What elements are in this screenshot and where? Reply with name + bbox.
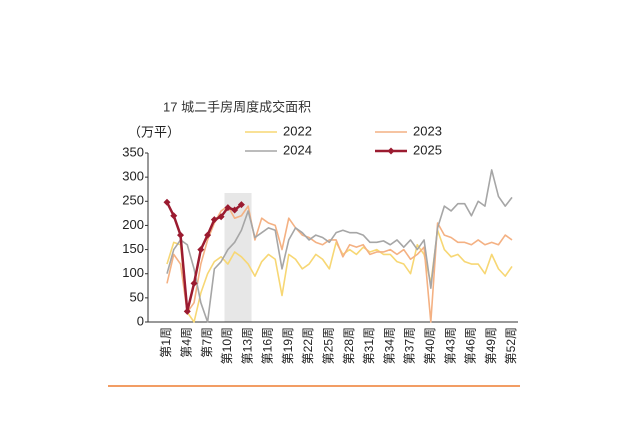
y-tick-label: 250 xyxy=(122,193,144,208)
point-marker xyxy=(177,231,185,239)
series-line xyxy=(166,205,513,323)
x-tick-label: 第22周 xyxy=(301,327,315,364)
x-tick-label: 第16周 xyxy=(261,327,275,364)
legend-label: 2022 xyxy=(283,123,312,138)
x-tick-label: 第43周 xyxy=(443,327,457,364)
y-tick-label: 200 xyxy=(122,217,144,232)
x-tick-label: 第1周 xyxy=(159,327,173,358)
legend-label: 2023 xyxy=(413,123,442,138)
point-marker xyxy=(183,307,191,315)
x-tick-label: 第10周 xyxy=(220,327,234,364)
x-tick-label: 第37周 xyxy=(403,327,417,364)
legend-marker xyxy=(387,147,395,155)
legend-label: 2024 xyxy=(283,142,312,157)
y-tick-label: 0 xyxy=(137,313,144,328)
x-tick-label: 第49周 xyxy=(484,327,498,364)
chart-title: 17 城二手房周度成交面积 xyxy=(163,99,311,114)
point-marker xyxy=(170,212,178,220)
y-tick-label: 50 xyxy=(130,289,144,304)
series-line xyxy=(166,169,513,323)
x-tick-label: 第34周 xyxy=(382,327,396,364)
x-tick-label: 第19周 xyxy=(281,327,295,364)
point-marker xyxy=(197,246,205,254)
legend-label: 2025 xyxy=(413,142,442,157)
point-marker xyxy=(237,201,245,209)
x-tick-label: 第25周 xyxy=(322,327,336,364)
y-tick-label: 150 xyxy=(122,241,144,256)
x-tick-label: 第4周 xyxy=(179,327,193,358)
x-tick-label: 第7周 xyxy=(200,327,214,358)
point-marker xyxy=(231,206,239,214)
x-tick-label: 第31周 xyxy=(362,327,376,364)
point-marker xyxy=(224,204,232,212)
point-marker xyxy=(217,213,225,221)
point-marker xyxy=(190,279,198,287)
x-tick-label: 第28周 xyxy=(342,327,356,364)
x-tick-label: 第46周 xyxy=(464,327,478,364)
y-tick-label: 350 xyxy=(122,144,144,159)
x-tick-label: 第13周 xyxy=(240,327,254,364)
point-marker xyxy=(210,216,218,224)
series-line xyxy=(166,229,513,323)
y-tick-label: 100 xyxy=(122,265,144,280)
point-marker xyxy=(163,198,171,206)
y-tick-label: 300 xyxy=(122,169,144,184)
point-marker xyxy=(204,231,212,239)
x-tick-label: 第40周 xyxy=(423,327,437,364)
y-unit: （万平） xyxy=(128,124,180,139)
x-tick-label: 第52周 xyxy=(504,327,518,364)
